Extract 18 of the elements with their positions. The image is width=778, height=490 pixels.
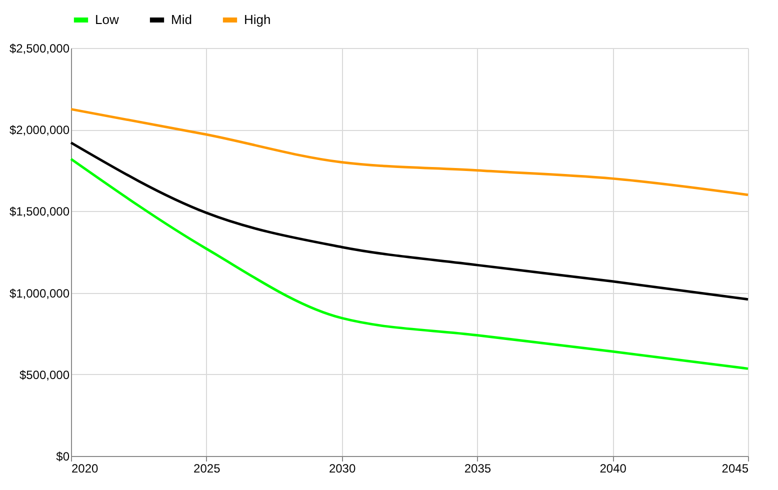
line-series: [70, 158, 750, 370]
x-tick-label: 2020: [72, 462, 99, 476]
legend-label: High: [244, 12, 271, 27]
line-series: [70, 108, 750, 196]
legend-label: Low: [95, 12, 120, 27]
x-tick-label: 2040: [600, 462, 627, 476]
x-tick-label: 2030: [328, 462, 356, 476]
x-tick-label: 2045: [722, 462, 749, 476]
y-tick-label: $2,000,000: [9, 123, 70, 138]
x-tick-label: 2035: [464, 462, 492, 476]
x-tick-label: 2025: [194, 462, 221, 476]
line-series: [70, 141, 750, 301]
y-tick-label: $0: [56, 450, 70, 464]
y-tick-label: $500,000: [19, 368, 70, 382]
y-tick-label: $1,500,000: [9, 204, 70, 219]
y-tick-label: $2,500,000: [9, 42, 70, 56]
legend-label: Mid: [171, 12, 192, 27]
y-tick-label: $1,000,000: [9, 286, 70, 300]
